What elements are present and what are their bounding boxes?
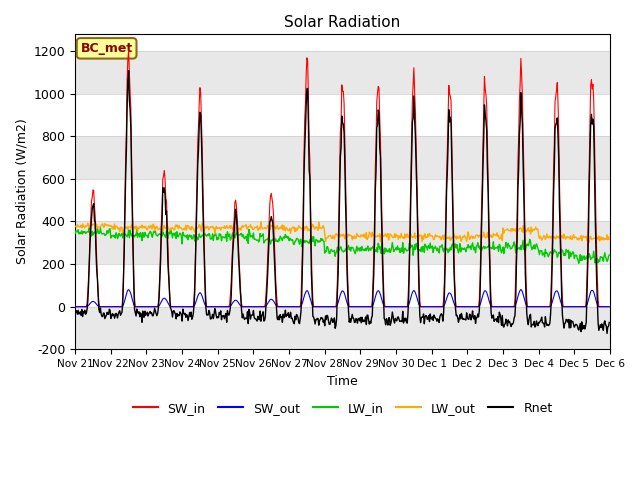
X-axis label: Time: Time <box>327 374 358 387</box>
SW_in <box>219 304 227 310</box>
SW_out <box>407 294 415 300</box>
SW_in <box>424 304 431 310</box>
SW_out <box>517 287 525 292</box>
SW_out <box>605 304 613 310</box>
LW_out <box>136 224 143 230</box>
LW_in <box>605 252 613 258</box>
SW_out <box>218 304 226 310</box>
Title: Solar Radiation: Solar Radiation <box>284 15 401 30</box>
LW_out <box>586 240 593 245</box>
LW_out <box>424 235 431 240</box>
LW_out <box>408 234 415 240</box>
SW_out <box>81 304 89 310</box>
LW_in <box>424 247 431 253</box>
Bar <box>75 264 610 307</box>
Rnet <box>191 289 198 295</box>
Rnet <box>603 331 611 336</box>
LW_in <box>71 231 79 237</box>
LW_in <box>219 234 227 240</box>
Rnet <box>137 310 145 316</box>
Rnet <box>605 320 613 325</box>
Line: LW_out: LW_out <box>75 222 609 242</box>
SW_out <box>71 304 79 310</box>
Line: SW_out: SW_out <box>75 289 609 307</box>
LW_out <box>81 225 89 231</box>
LW_in <box>408 244 415 250</box>
Bar <box>75 179 610 221</box>
Bar <box>75 51 610 94</box>
SW_in <box>125 48 132 53</box>
SW_out <box>190 303 198 309</box>
Text: BC_met: BC_met <box>81 42 132 55</box>
Rnet <box>424 316 431 322</box>
SW_out <box>422 304 430 310</box>
SW_in <box>71 304 79 310</box>
Line: SW_in: SW_in <box>75 50 609 307</box>
Bar <box>75 221 610 264</box>
SW_in <box>408 134 415 140</box>
LW_in <box>575 261 582 266</box>
LW_in <box>137 229 145 235</box>
LW_out <box>605 236 613 242</box>
Line: Rnet: Rnet <box>75 71 609 334</box>
SW_in <box>191 278 198 284</box>
SW_out <box>136 304 143 310</box>
Bar <box>75 94 610 136</box>
Rnet <box>125 68 132 73</box>
Rnet <box>81 307 89 313</box>
Rnet <box>71 311 79 317</box>
LW_out <box>257 219 265 225</box>
Bar <box>75 307 610 349</box>
SW_in <box>81 304 89 310</box>
LW_in <box>81 228 89 234</box>
LW_out <box>71 223 79 229</box>
LW_in <box>85 225 93 230</box>
Rnet <box>408 156 415 162</box>
LW_in <box>191 238 198 244</box>
SW_in <box>137 304 145 310</box>
Line: LW_in: LW_in <box>75 228 609 264</box>
LW_out <box>218 225 226 230</box>
Bar <box>75 136 610 179</box>
Legend: SW_in, SW_out, LW_in, LW_out, Rnet: SW_in, SW_out, LW_in, LW_out, Rnet <box>127 396 557 420</box>
Y-axis label: Solar Radiation (W/m2): Solar Radiation (W/m2) <box>15 119 28 264</box>
Rnet <box>219 313 227 319</box>
SW_in <box>605 304 613 310</box>
LW_out <box>190 227 198 233</box>
